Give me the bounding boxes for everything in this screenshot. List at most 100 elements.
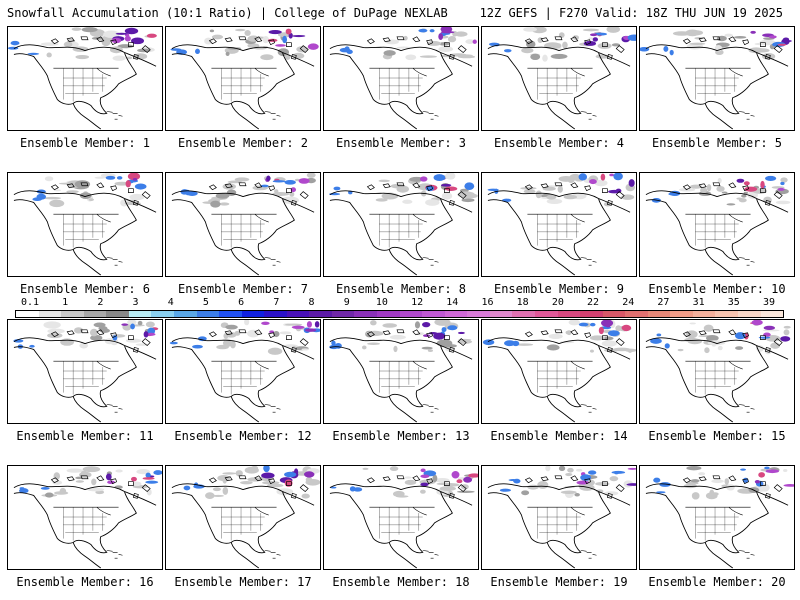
colorbar-tick-labels: 0.1 1 2 3 4 5 6 7 8 9 10 12 14 16 18 20 22 24 27 31 35 39: [15, 297, 784, 309]
ensemble-member-map: [165, 465, 321, 570]
ensemble-member-label: Ensemble Member: 18: [332, 575, 470, 589]
colorbar-tick-label: 14: [446, 297, 459, 308]
snowfall-shading: [487, 173, 636, 207]
ensemble-member-map: [323, 465, 479, 570]
ensemble-member-map: [165, 172, 321, 277]
ensemble-member-label: Ensemble Member: 7: [177, 282, 309, 296]
colorbar-segment: [16, 311, 39, 317]
colorbar-tick-label: 16: [481, 297, 494, 308]
snowfall-shading: [32, 173, 147, 208]
ensemble-member-label: Ensemble Member: 2: [177, 136, 309, 150]
colorbar-segment: [467, 311, 490, 317]
ensemble-member-label: Ensemble Member: 8: [335, 282, 467, 296]
ensemble-member-label: Ensemble Member: 4: [493, 136, 625, 150]
colorbar-segment: [196, 311, 220, 317]
snowfall-shading: [180, 173, 316, 208]
colorbar-tick-label: 1: [62, 297, 69, 308]
colorbar-tick-label: 39: [762, 297, 776, 308]
ensemble-member-label: Ensemble Member: 3: [335, 136, 467, 150]
colorbar-segment: [557, 311, 581, 317]
ensemble-member-map: [481, 319, 637, 424]
ensemble-member-label: Ensemble Member: 14: [490, 429, 628, 443]
ensemble-member-label: Ensemble Member: 9: [493, 282, 625, 296]
snowfall-shading: [329, 173, 478, 206]
ensemble-member-map: [7, 26, 163, 131]
snowfall-shading: [8, 27, 157, 61]
colorbar-tick-label: 10: [375, 297, 388, 308]
colorbar-segment: [647, 311, 671, 317]
ensemble-member-label: Ensemble Member: 15: [648, 429, 786, 443]
colorbar-tick-label: 22: [587, 297, 600, 308]
snowfall-colorbar: [15, 310, 784, 318]
colorbar-segment: [602, 311, 626, 317]
valid-time-title: 12Z GEFS | F270 Valid: 18Z THU JUN 19 20…: [479, 6, 783, 20]
snowfall-shading: [499, 466, 636, 498]
colorbar-tick-label: 24: [622, 297, 635, 308]
colorbar-segment: [512, 311, 535, 317]
colorbar-tick-label: 9: [343, 297, 350, 308]
ensemble-member-label: Ensemble Member: 6: [19, 282, 151, 296]
colorbar-segment: [580, 311, 603, 317]
ensemble-member-map: [481, 26, 637, 131]
colorbar-segment: [309, 311, 332, 317]
colorbar-tick-label: 7: [273, 297, 280, 308]
colorbar-segment: [377, 311, 400, 317]
colorbar-segment: [715, 311, 738, 317]
snowfall-shading: [339, 27, 477, 61]
snowfall-shading: [651, 175, 791, 206]
colorbar-tick-label: 12: [411, 297, 424, 308]
ensemble-member-map: [639, 172, 795, 277]
colorbar-segment: [38, 311, 62, 317]
ensemble-member-map: [7, 172, 163, 277]
colorbar-segment: [422, 311, 445, 317]
snowfall-shading: [19, 466, 162, 498]
ensemble-member-map: [639, 465, 795, 570]
ensemble-member-map: [323, 319, 479, 424]
snowfall-shading: [482, 320, 636, 353]
colorbar-segment: [692, 311, 716, 317]
colorbar-tick-label: 2: [97, 297, 104, 308]
colorbar-segment: [331, 311, 355, 317]
ensemble-member-map: [323, 172, 479, 277]
colorbar-tick-label: 3: [132, 297, 139, 308]
ensemble-member-label: Ensemble Member: 12: [174, 429, 312, 443]
colorbar-tick-label: 4: [167, 297, 174, 308]
ensemble-member-map: [7, 319, 163, 424]
colorbar-tick-label: 8: [308, 297, 315, 308]
ensemble-member-map: [639, 319, 795, 424]
colorbar-tick-label: 27: [657, 297, 670, 308]
colorbar-segment: [534, 311, 558, 317]
colorbar-segment: [670, 311, 693, 317]
ensemble-member-map: [165, 26, 321, 131]
colorbar-segment: [760, 311, 784, 317]
colorbar-tick-label: 18: [516, 297, 529, 308]
snowfall-shading: [653, 466, 794, 500]
colorbar-segment: [61, 311, 84, 317]
snowfall-shading: [13, 320, 159, 349]
ensemble-member-map: [481, 172, 637, 277]
snowfall-shading: [183, 466, 320, 500]
colorbar-segment: [738, 311, 761, 317]
ensemble-member-map: [323, 26, 479, 131]
colorbar-segment: [264, 311, 287, 317]
colorbar-segment: [128, 311, 152, 317]
colorbar-tick-label: 5: [202, 297, 209, 308]
snowfall-shading: [488, 27, 636, 62]
snowfall-shading: [650, 320, 791, 355]
colorbar-segment: [489, 311, 513, 317]
ensemble-member-map: [481, 465, 637, 570]
ensemble-member-label: Ensemble Member: 5: [651, 136, 783, 150]
snowfall-shading: [170, 28, 319, 61]
ensemble-member-map: [165, 319, 321, 424]
colorbar-segment: [219, 311, 242, 317]
ensemble-member-label: Ensemble Member: 11: [16, 429, 154, 443]
ensemble-member-map: [7, 465, 163, 570]
colorbar-segment: [151, 311, 174, 317]
ensemble-member-map: [639, 26, 795, 131]
colorbar-segment: [399, 311, 423, 317]
snowfall-shading: [330, 466, 478, 498]
colorbar-tick-label: 20: [551, 297, 564, 308]
map-title: Snowfall Accumulation (10:1 Ratio) | Col…: [7, 6, 448, 20]
colorbar-segment: [444, 311, 468, 317]
ensemble-member-label: Ensemble Member: 20: [648, 575, 786, 589]
